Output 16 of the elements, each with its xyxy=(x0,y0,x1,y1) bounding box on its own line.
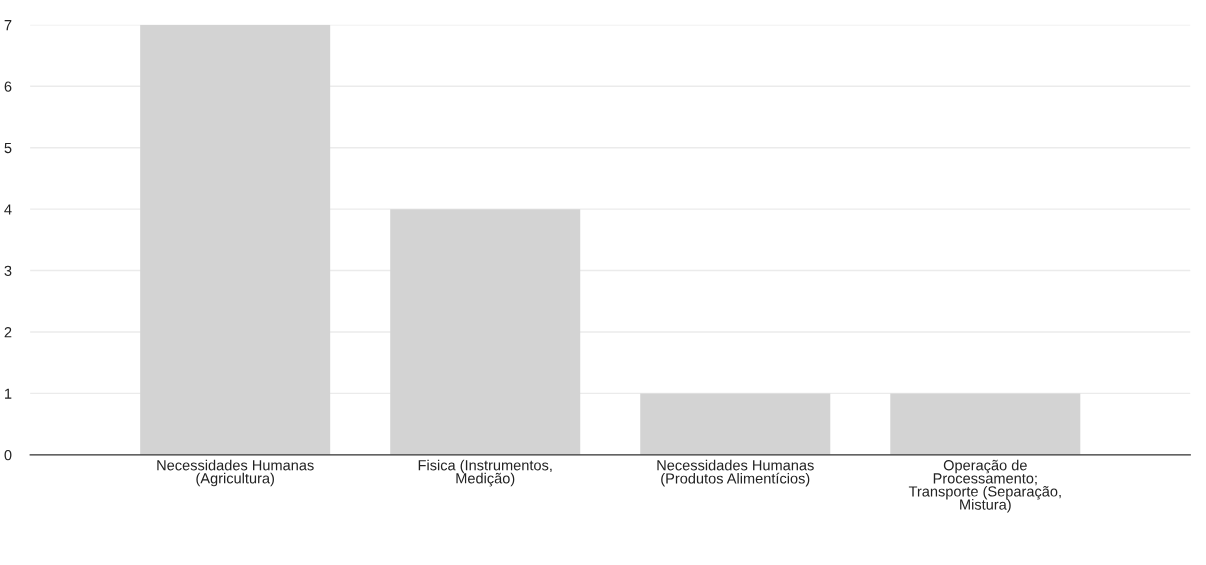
bar xyxy=(390,209,581,455)
y-tick-label: 6 xyxy=(4,81,12,92)
y-tick-label: 5 xyxy=(4,142,12,154)
y-tick-label: 2 xyxy=(4,327,12,338)
bar xyxy=(640,393,831,455)
y-tick-label: 4 xyxy=(4,204,12,215)
x-tick-label: Operação de Processamento; Transporte (Separação, Mistura) xyxy=(908,459,1061,513)
y-tick-label: 0 xyxy=(4,449,12,461)
y-tick-label: 3 xyxy=(4,265,12,276)
bar xyxy=(140,24,331,455)
y-tick-label: 7 xyxy=(4,20,12,31)
x-tick-label: Necessidades Humanas (Produtos Alimentícios) xyxy=(657,459,814,487)
y-tick-label: 1 xyxy=(5,388,12,399)
bar xyxy=(890,393,1081,455)
x-tick-label: Necessidades Humanas (Agricultura) xyxy=(157,459,314,487)
x-tick-label: Fisica (Instrumentos, Medição) xyxy=(418,459,552,487)
